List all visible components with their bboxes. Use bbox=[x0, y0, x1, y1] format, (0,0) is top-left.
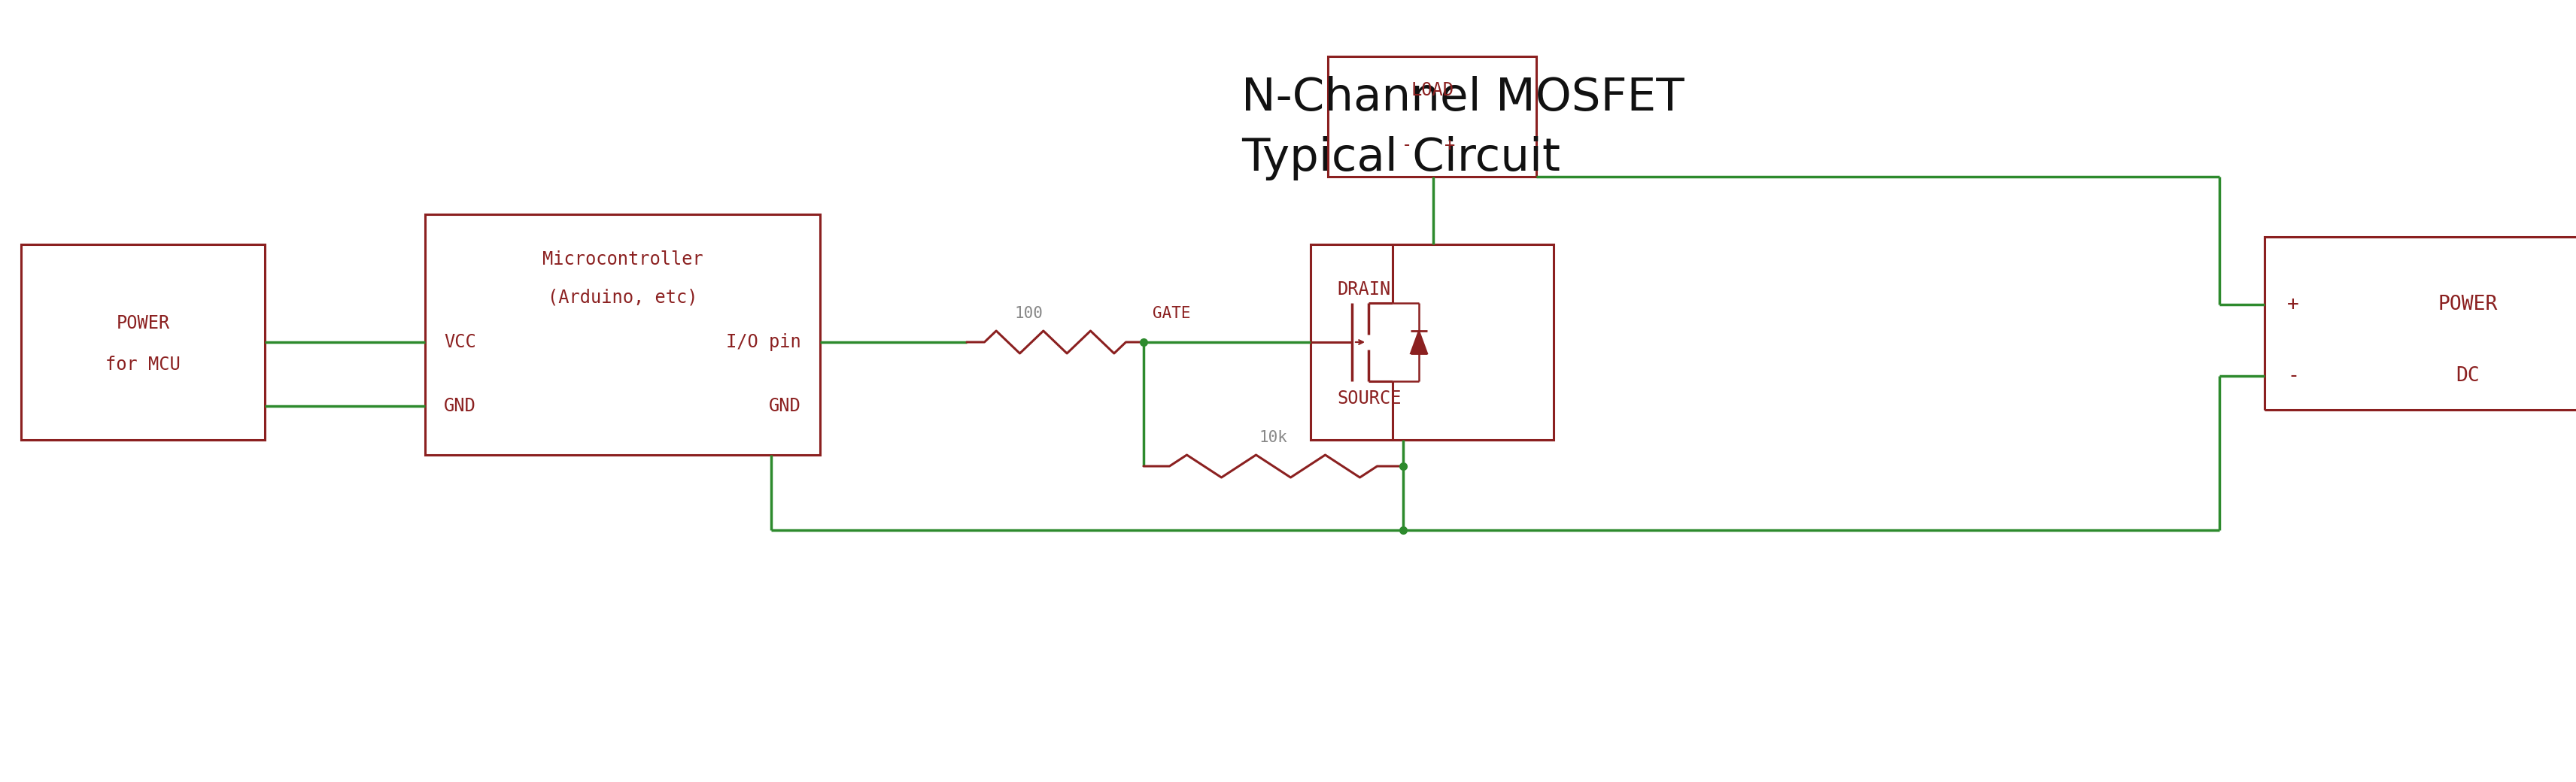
Text: GATE: GATE bbox=[1151, 306, 1190, 321]
Text: -: - bbox=[2287, 366, 2298, 386]
Text: DC: DC bbox=[2455, 366, 2481, 386]
Text: VCC: VCC bbox=[443, 333, 477, 351]
Text: DRAIN: DRAIN bbox=[1337, 281, 1391, 299]
Text: POWER: POWER bbox=[2437, 295, 2499, 314]
Text: I/O pin: I/O pin bbox=[726, 333, 801, 351]
Bar bbox=[1327, 56, 1535, 177]
Text: for MCU: for MCU bbox=[106, 356, 180, 374]
Text: 100: 100 bbox=[1015, 306, 1043, 321]
Text: N-Channel MOSFET: N-Channel MOSFET bbox=[1242, 76, 1685, 120]
Text: 10k: 10k bbox=[1260, 430, 1288, 445]
Text: (Arduino, etc): (Arduino, etc) bbox=[549, 288, 698, 306]
Text: LOAD: LOAD bbox=[1412, 81, 1453, 99]
Text: SOURCE: SOURCE bbox=[1337, 389, 1401, 407]
Text: +: + bbox=[2287, 295, 2298, 314]
Text: GND: GND bbox=[443, 397, 477, 415]
Text: Microcontroller: Microcontroller bbox=[541, 250, 703, 268]
Text: Typical Circuit: Typical Circuit bbox=[1242, 136, 1561, 180]
Bar bbox=[1311, 245, 1553, 440]
Polygon shape bbox=[1412, 331, 1427, 353]
Text: GND: GND bbox=[770, 397, 801, 415]
Bar bbox=[425, 214, 819, 455]
Bar bbox=[2264, 237, 2576, 410]
Bar bbox=[21, 245, 265, 440]
Text: POWER: POWER bbox=[116, 314, 170, 332]
Text: -   +: - + bbox=[1401, 136, 1455, 154]
